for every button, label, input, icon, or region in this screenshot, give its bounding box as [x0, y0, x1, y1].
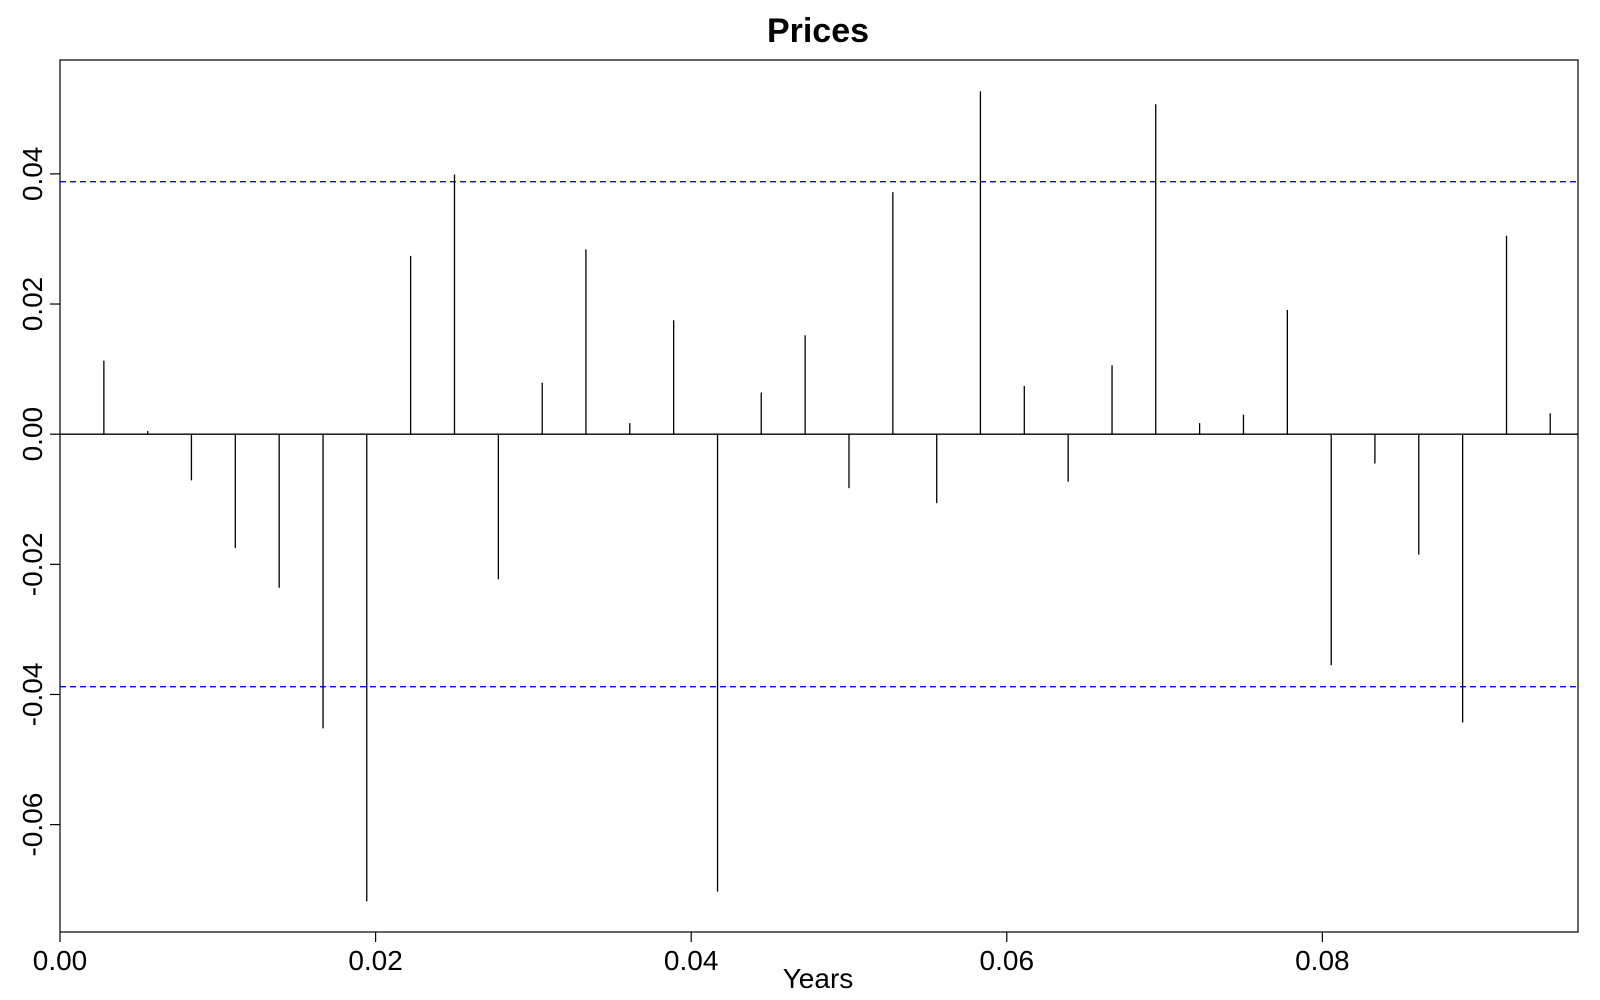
x-tick-label-4: 0.08 — [1295, 945, 1350, 976]
y-tick-label-4: 0.02 — [17, 277, 48, 332]
y-tick-label-5: 0.04 — [17, 147, 48, 202]
plot-frame — [59, 59, 1579, 933]
y-tick-label-0: -0.06 — [17, 793, 48, 857]
y-tick-label-3: 0.00 — [17, 407, 48, 462]
x-axis-label: Years — [783, 963, 854, 994]
y-tick-label-2: -0.02 — [17, 532, 48, 596]
x-tick-label-2: 0.04 — [664, 945, 719, 976]
x-tick-label-0: 0.00 — [33, 945, 88, 976]
x-tick-label-3: 0.06 — [980, 945, 1035, 976]
chart-title: Prices — [767, 12, 869, 50]
plot-area: 0.00 0.02 0.04 0.06 0.08 -0.06 -0.04 -0.02 0.00 0… — [17, 59, 1579, 976]
y-tick-label-1: -0.04 — [17, 663, 48, 727]
x-tick-label-1: 0.02 — [348, 945, 403, 976]
